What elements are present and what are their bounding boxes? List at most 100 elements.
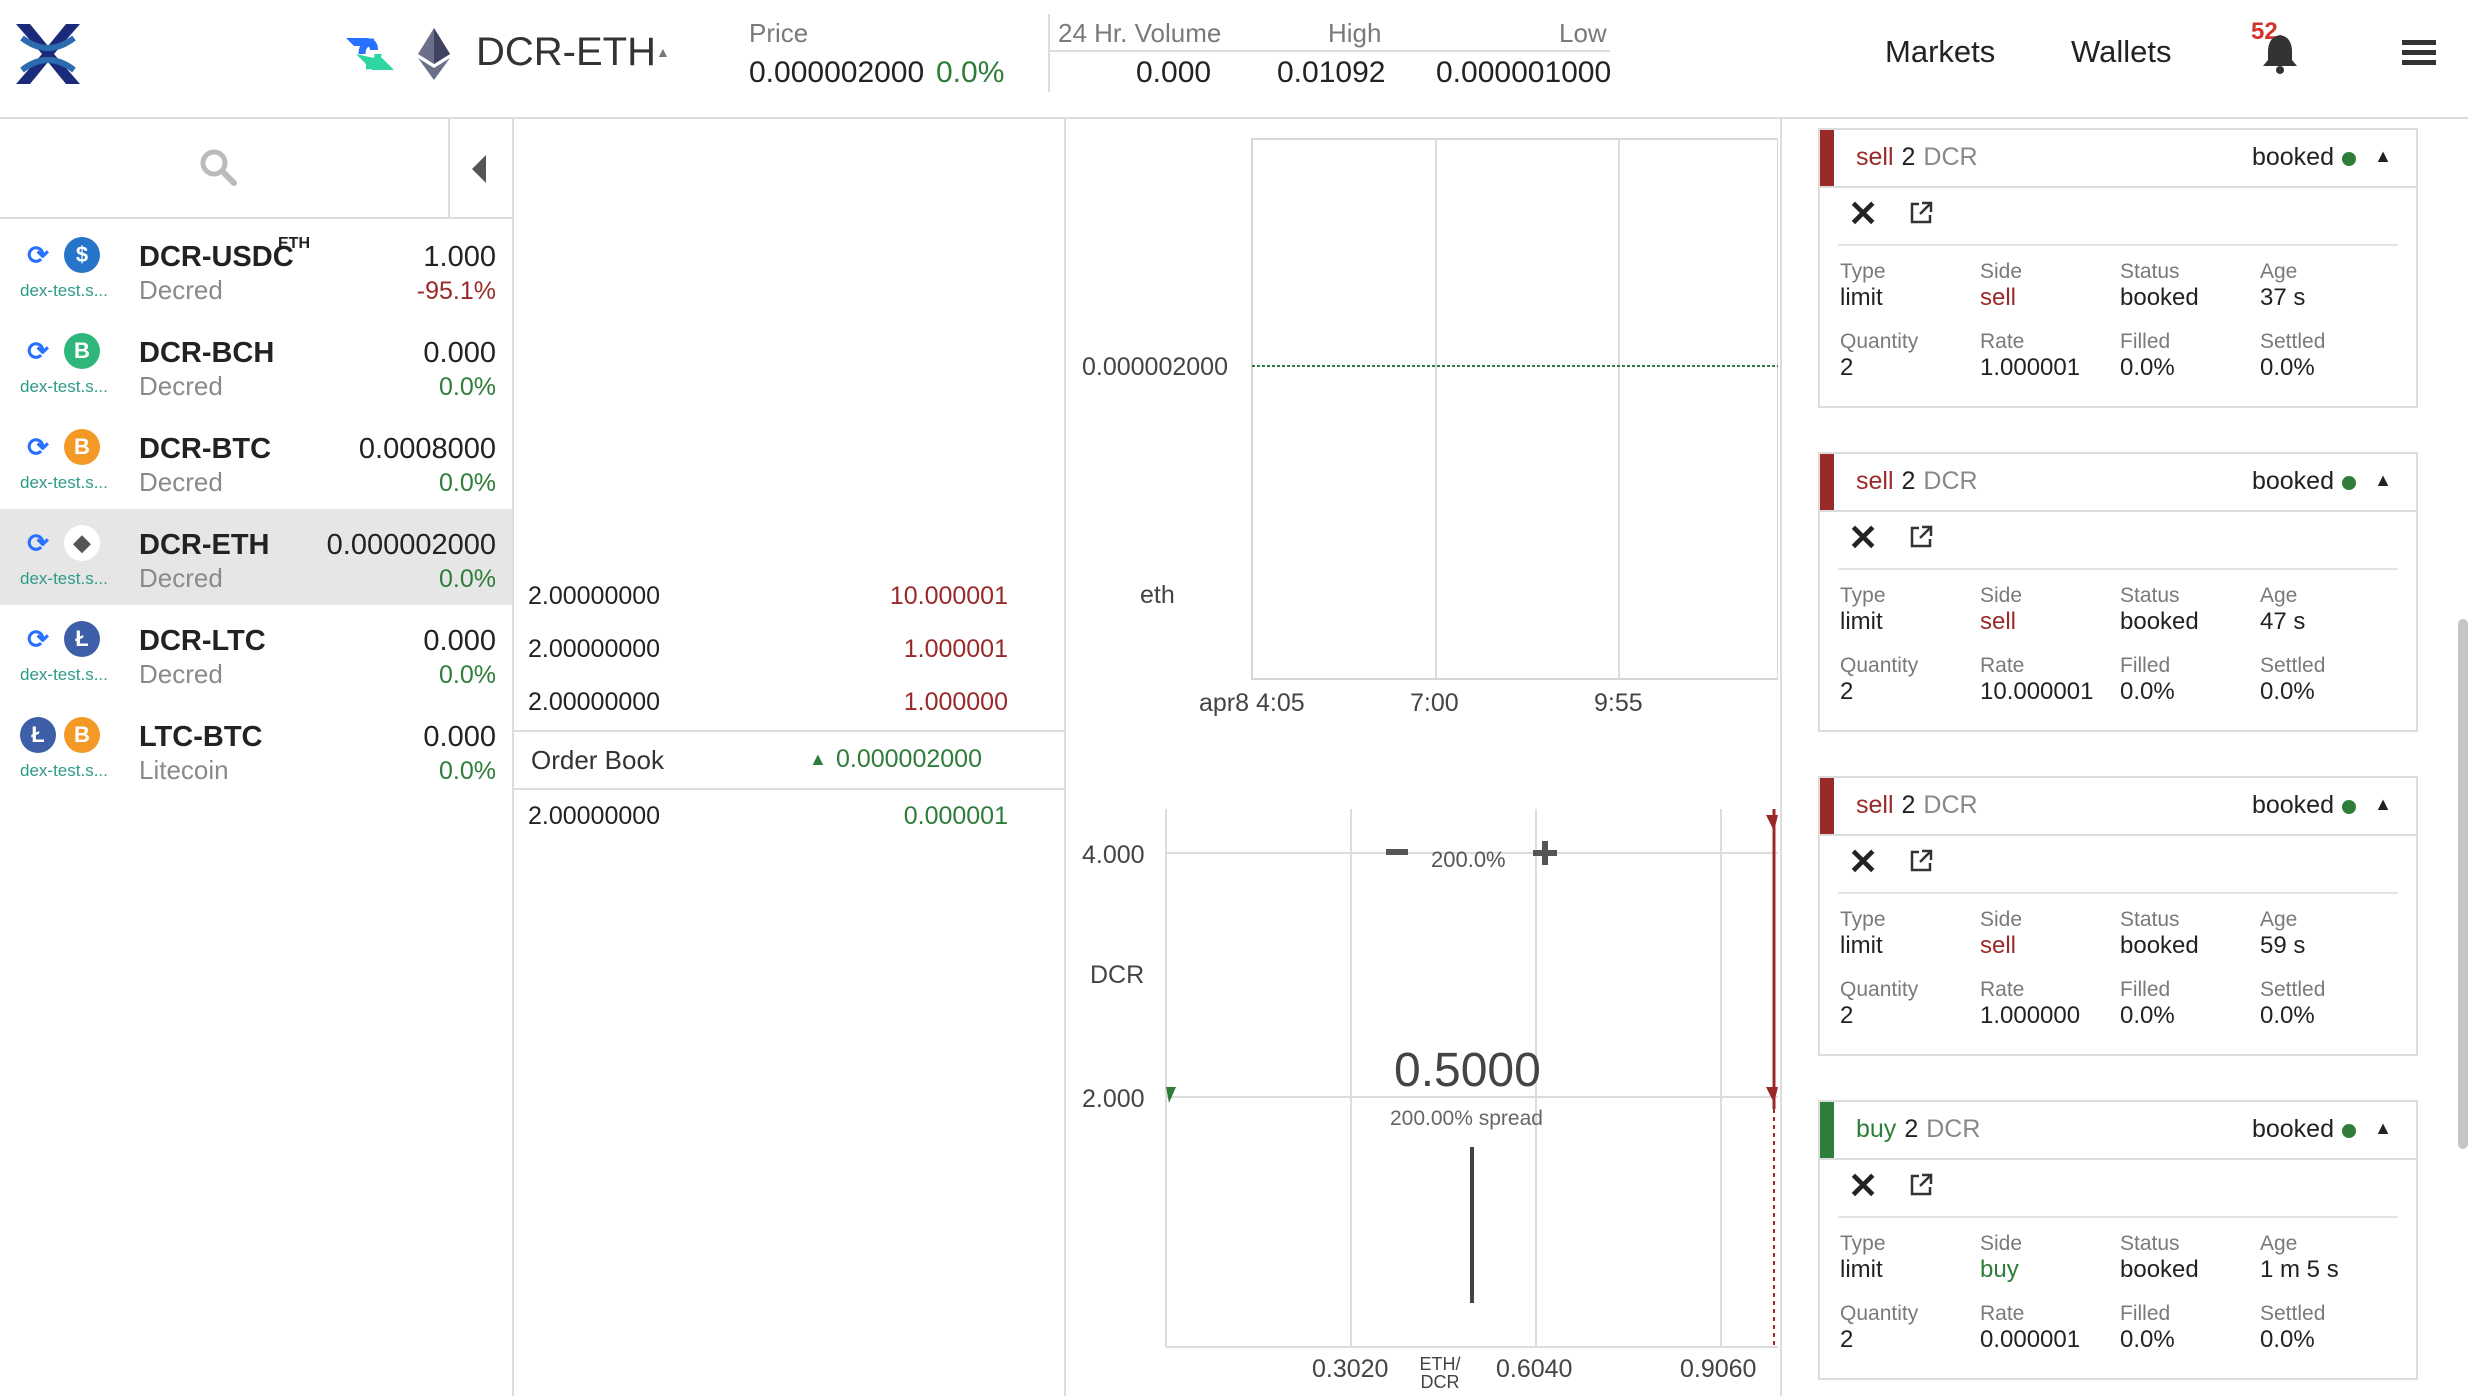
order-status-label: Status	[2120, 260, 2180, 283]
order-quantity-label: Quantity	[1840, 330, 1919, 353]
cancel-order-icon[interactable]: ✕	[1848, 841, 1879, 882]
order-side-bar	[1820, 130, 1834, 186]
dex-logo-icon[interactable]	[12, 18, 84, 90]
zoom-level: 200.0%	[1431, 847, 1506, 872]
market-asset-name: Decred	[139, 659, 223, 689]
order-book-sell-row[interactable]: 2.00000000 10.000001	[528, 582, 1008, 622]
order-book-sell-row[interactable]: 2.00000000 1.000001	[528, 635, 1008, 675]
external-link-icon[interactable]	[1908, 200, 1934, 226]
order-qty: 2	[1901, 143, 1916, 171]
order-card-header[interactable]: sell 2 DCR booked ▲	[1820, 130, 2416, 188]
ltc-icon: Ł	[20, 717, 56, 753]
candle-plot-frame	[1251, 138, 1778, 680]
collapse-caret-icon[interactable]: ▲	[2374, 146, 2392, 166]
order-book-sell-row[interactable]: 2.00000000 1.000000	[528, 688, 1008, 728]
candle-x-tick-3: 9:55	[1594, 689, 1643, 717]
order-rate-value: 0.000001	[1980, 1326, 2081, 1353]
market-row[interactable]: ⟳ $ dex-test.s... DCR-USDC ETH Decred 1.000 -95…	[0, 221, 512, 317]
order-side-label: Side	[1980, 1232, 2023, 1255]
candle-chart[interactable]	[1066, 119, 1778, 739]
depth-x-tick-3: 0.9060	[1680, 1355, 1757, 1383]
order-quantity-label: Quantity	[1840, 1302, 1919, 1325]
market-title[interactable]: DCR-ETH	[476, 30, 656, 74]
order-age-value: 37 s	[2260, 284, 2306, 311]
order-card[interactable]: sell 2 DCR booked ▲ ✕ Type limit Side sell Status b…	[1818, 452, 2418, 732]
zoom-out-icon[interactable]	[1386, 849, 1408, 855]
order-asset: DCR	[1923, 467, 1978, 495]
market-change: 0.0%	[439, 565, 496, 593]
market-price: 1.000	[423, 241, 496, 273]
order-quantity-value: 2	[1840, 1326, 1854, 1353]
dcr-icon: ⟳	[27, 432, 49, 462]
buy-marker	[1166, 1087, 1176, 1103]
ltc-icon: Ł	[64, 621, 100, 657]
sell-marker-mid	[1766, 1087, 1778, 1103]
market-name: LTC-BTC	[139, 721, 263, 753]
candle-x-tick-2: 7:00	[1410, 689, 1459, 717]
market-search-bar[interactable]	[0, 119, 448, 219]
stats-divider	[1048, 14, 1050, 92]
nav-markets[interactable]: Markets	[1885, 34, 1996, 69]
collapse-panel-button[interactable]	[448, 119, 514, 219]
zoom-in-icon[interactable]	[1533, 841, 1557, 865]
cancel-order-icon[interactable]: ✕	[1848, 1165, 1879, 1206]
nav-wallets[interactable]: Wallets	[2071, 34, 2172, 69]
order-status: booked	[2251, 1115, 2334, 1143]
market-price: 0.000	[423, 625, 496, 657]
market-host: dex-test.s...	[20, 377, 108, 396]
order-quantity-value: 2	[1840, 1002, 1854, 1029]
cancel-order-icon[interactable]: ✕	[1848, 517, 1879, 558]
order-settled-value: 0.0%	[2260, 354, 2315, 381]
order-summary: sell 2 DCR	[1856, 467, 1978, 496]
market-row[interactable]: ⟳ ◆ dex-test.s... DCR-ETH Decred 0.000002000 0…	[0, 509, 512, 605]
depth-chart[interactable]	[1066, 789, 1778, 1396]
collapse-caret-icon[interactable]: ▲	[2374, 470, 2392, 490]
order-card[interactable]: buy 2 DCR booked ▲ ✕ Type limit Side buy Status boo…	[1818, 1100, 2418, 1380]
mid-price: 0.000002000	[836, 745, 982, 773]
order-rate: 1.000001	[903, 635, 1008, 663]
order-age-label: Age	[2260, 260, 2298, 283]
market-host: dex-test.s...	[20, 473, 108, 492]
market-name: DCR-BCH	[139, 337, 275, 369]
collapse-caret-icon[interactable]: ▲	[2374, 1118, 2392, 1138]
order-summary: sell 2 DCR	[1856, 791, 1978, 820]
order-actions: ✕	[1838, 836, 2398, 894]
search-icon[interactable]	[198, 147, 238, 187]
order-card-header[interactable]: buy 2 DCR booked ▲	[1820, 1102, 2416, 1160]
high-label: High	[1328, 18, 1382, 48]
market-asset-name: Decred	[139, 275, 223, 305]
market-change: 0.0%	[439, 661, 496, 689]
order-card[interactable]: sell 2 DCR booked ▲ ✕ Type limit Side sell Status b…	[1818, 128, 2418, 408]
order-card-header[interactable]: sell 2 DCR booked ▲	[1820, 778, 2416, 836]
order-filled-label: Filled	[2120, 330, 2171, 353]
hamburger-menu-icon[interactable]	[2402, 38, 2436, 68]
depth-x-tick-2: 0.6040	[1496, 1355, 1573, 1383]
stats-underline	[1050, 50, 1610, 52]
order-status: booked	[2251, 467, 2334, 495]
order-type-label: Type	[1840, 260, 1886, 283]
external-link-icon[interactable]	[1908, 1172, 1934, 1198]
mid-value: 0.5000	[1394, 1044, 1541, 1097]
external-link-icon[interactable]	[1908, 524, 1934, 550]
order-book-buy-row[interactable]: 2.00000000 0.000001	[528, 802, 1008, 842]
collapse-caret-icon[interactable]: ▲	[2374, 794, 2392, 814]
order-filled-label: Filled	[2120, 978, 2171, 1001]
market-dropdown-caret-icon[interactable]: ▲	[656, 44, 670, 60]
market-asset-name: Decred	[139, 563, 223, 593]
cancel-order-icon[interactable]: ✕	[1848, 193, 1879, 234]
order-status-value: booked	[2120, 932, 2199, 959]
order-side-label: Side	[1980, 260, 2023, 283]
order-card-header[interactable]: sell 2 DCR booked ▲	[1820, 454, 2416, 512]
volume-label: 24 Hr. Volume	[1058, 18, 1222, 48]
order-filled-value: 0.0%	[2120, 354, 2175, 381]
dcr-icon: ⟳	[27, 624, 49, 654]
order-card[interactable]: sell 2 DCR booked ▲ ✕ Type limit Side sell Status b…	[1818, 776, 2418, 1056]
order-asset: DCR	[1926, 1115, 1981, 1143]
external-link-icon[interactable]	[1908, 848, 1934, 874]
bell-icon[interactable]	[2260, 32, 2300, 74]
scrollbar[interactable]	[2458, 619, 2468, 1149]
